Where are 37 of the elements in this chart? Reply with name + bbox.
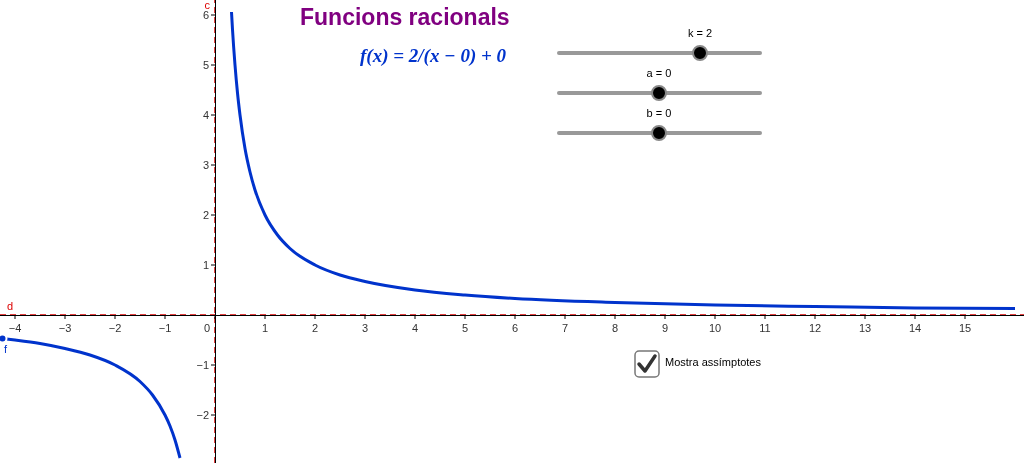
- y-tick-label: −1: [196, 359, 209, 371]
- y-tick-label: 1: [202, 259, 209, 271]
- x-tick-label: −2: [108, 322, 122, 334]
- y-tick-label: 2: [202, 209, 209, 221]
- x-tick-label: 13: [858, 322, 872, 334]
- x-tick-label: 12: [808, 322, 822, 334]
- x-tick-label: 1: [261, 322, 269, 334]
- x-tick-label: 11: [759, 322, 771, 334]
- y-tick-label: 4: [202, 109, 209, 121]
- ref-line-label: d: [7, 299, 14, 312]
- y-tick-label: 5: [202, 59, 209, 71]
- x-tick-label: 8: [611, 322, 619, 334]
- x-tick-label: 14: [908, 322, 922, 334]
- y-tick-label: −2: [196, 409, 209, 421]
- x-tick-label: 0: [203, 322, 211, 334]
- x-tick-label: −4: [8, 322, 22, 334]
- ref-line-label: c: [204, 0, 211, 11]
- annotation: Mostra assímptotes: [665, 356, 761, 368]
- x-tick-label: 7: [561, 322, 569, 334]
- y-tick-label: 3: [202, 159, 209, 171]
- x-tick-label: 15: [958, 322, 972, 334]
- y-tick-label: 6: [202, 9, 209, 21]
- annotation: f(x) = 2/(x − 0) + 0: [360, 45, 507, 67]
- x-tick-label: 10: [708, 322, 722, 334]
- x-tick-label: −3: [58, 322, 72, 334]
- x-tick-label: 5: [461, 322, 469, 334]
- x-tick-label: 3: [361, 322, 369, 334]
- x-tick-label: 6: [511, 322, 519, 334]
- x-tick-label: −1: [158, 322, 172, 334]
- series-label: f: [4, 343, 8, 355]
- annotation: a = 0: [645, 67, 673, 79]
- x-tick-label: 4: [411, 322, 419, 334]
- x-tick-label: 2: [311, 322, 319, 334]
- x-tick-label: 9: [661, 322, 669, 334]
- chart-title: Funcions racionals: [300, 4, 510, 31]
- annotation: b = 0: [645, 107, 673, 119]
- annotation: k = 2: [686, 27, 714, 39]
